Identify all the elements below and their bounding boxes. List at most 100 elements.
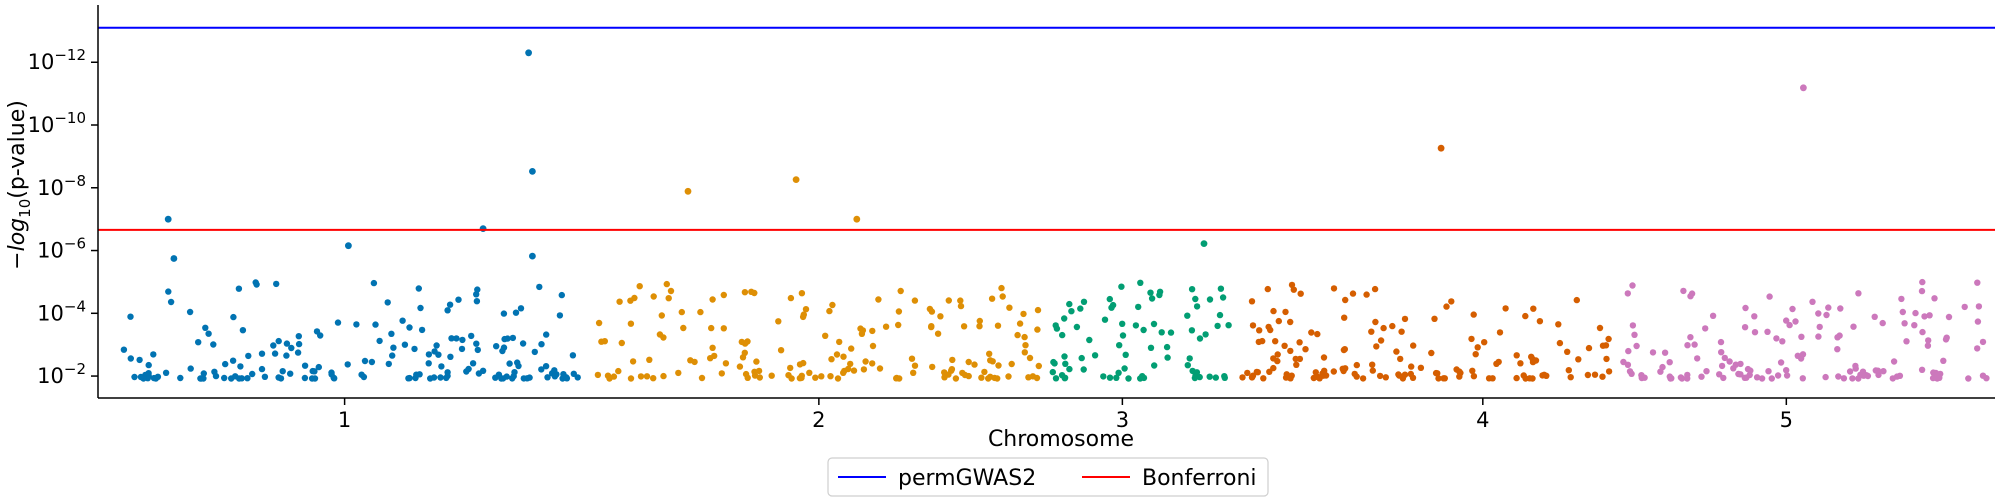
- chr4-point: [1448, 298, 1455, 305]
- chr1-point: [479, 367, 487, 374]
- chr5-point: [1687, 334, 1694, 341]
- chr4-point: [1287, 318, 1294, 326]
- chr4-point: [1599, 342, 1607, 349]
- chr1-point: [543, 331, 550, 338]
- chr1-point: [295, 340, 303, 348]
- chr4-point: [1474, 344, 1481, 351]
- chr5-point: [1633, 342, 1640, 350]
- chr4-point: [1469, 367, 1476, 374]
- chr1-point: [385, 360, 392, 368]
- chr2-point: [646, 356, 653, 363]
- chr5-point: [1912, 309, 1919, 317]
- chr4-point: [1481, 339, 1488, 346]
- chr4-point: [1472, 351, 1479, 358]
- chr2-point: [736, 363, 744, 370]
- chr5-point: [1625, 347, 1632, 355]
- chr4-point: [1517, 360, 1524, 367]
- chr1-point: [221, 374, 228, 382]
- chr5-point: [1774, 372, 1782, 379]
- chr3-point: [1140, 326, 1147, 334]
- chr4-point: [1351, 370, 1358, 378]
- chr1-point: [145, 361, 152, 369]
- y-tick-label: 10−8: [37, 172, 86, 200]
- chr5-point: [1721, 354, 1729, 362]
- chr1-point: [136, 356, 143, 364]
- chr4-point: [1532, 357, 1540, 364]
- chr4-point: [1330, 285, 1338, 292]
- chr4-point: [1470, 373, 1478, 380]
- chr2-point: [636, 283, 643, 290]
- chr4-point: [1573, 296, 1581, 304]
- chr2-point: [869, 360, 876, 367]
- chr5-point: [1783, 367, 1790, 374]
- chr5-point: [1880, 368, 1887, 375]
- chr3-point: [1147, 344, 1155, 351]
- chr4-point: [1441, 375, 1449, 382]
- chr2-point: [976, 317, 983, 325]
- chr4-point: [1417, 364, 1425, 371]
- chr5-point: [1815, 333, 1822, 340]
- chr1-point: [468, 332, 475, 340]
- chr1-point: [239, 327, 247, 334]
- chr3-point: [1191, 374, 1199, 382]
- y-tick-label: 10−2: [37, 360, 86, 388]
- chr4-point: [1513, 352, 1520, 359]
- chr1-point: [165, 288, 172, 295]
- chr1-point: [311, 368, 318, 375]
- chr1-point: [473, 291, 480, 298]
- chr2-point: [787, 294, 795, 302]
- chr2-point: [627, 375, 635, 382]
- chr1-point: [127, 313, 134, 320]
- chr1-point: [370, 279, 378, 287]
- chr1-point: [120, 346, 128, 353]
- chr4-point: [1389, 322, 1396, 330]
- chr1-point: [506, 360, 513, 367]
- chr1-point: [258, 350, 266, 357]
- chr3-point: [1066, 300, 1073, 308]
- chr4-point: [1528, 353, 1535, 360]
- chr4-point: [1281, 342, 1288, 349]
- significant-point: [170, 255, 178, 262]
- chr5-point: [1629, 322, 1637, 329]
- chr3-point: [1188, 327, 1196, 334]
- chr1-point: [443, 374, 450, 382]
- significant-point: [684, 187, 692, 195]
- chr4-point: [1380, 324, 1387, 332]
- chr2-point: [606, 375, 613, 382]
- chr5-point: [1823, 311, 1830, 319]
- chr3-point: [1100, 373, 1107, 380]
- chr2-point: [961, 371, 969, 379]
- chr1-point: [271, 350, 279, 357]
- chr5-point: [1925, 337, 1932, 344]
- chr2-point: [897, 287, 904, 295]
- chr2-point: [627, 297, 634, 304]
- chr4-point: [1372, 318, 1379, 326]
- chr5-point: [1852, 365, 1859, 372]
- chr2-point: [660, 372, 667, 380]
- chr3-point: [1086, 336, 1093, 344]
- chr2-point: [741, 349, 748, 356]
- chr5-point: [1631, 331, 1638, 338]
- chr5-point: [1974, 279, 1981, 286]
- chr5-point: [1684, 375, 1691, 382]
- chr4-point: [1296, 355, 1304, 363]
- chr5-point: [1668, 375, 1675, 382]
- chr2-point: [999, 293, 1006, 300]
- chr2-point: [708, 324, 715, 332]
- chr1-point: [275, 337, 282, 345]
- chr4-point: [1453, 366, 1460, 373]
- chr2-point: [637, 373, 645, 380]
- chr5-point: [1773, 335, 1780, 342]
- chr4-point: [1290, 286, 1298, 293]
- chr1-point: [515, 362, 522, 370]
- chr1-point: [509, 334, 517, 342]
- chr2-point: [957, 297, 964, 304]
- chr5-point: [1940, 357, 1947, 364]
- chr2-point: [798, 374, 805, 382]
- chr3-point: [1059, 331, 1066, 339]
- chr5-point: [1698, 373, 1705, 380]
- chr2-point: [857, 325, 864, 332]
- chr2-point: [675, 369, 682, 377]
- chr2-point: [667, 287, 675, 295]
- legend-label-permgwas2: permGWAS2: [898, 466, 1036, 491]
